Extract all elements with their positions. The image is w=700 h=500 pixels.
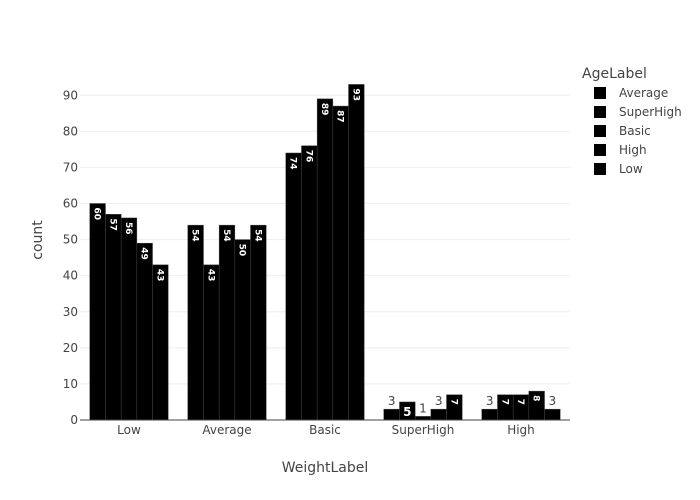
bar [481, 408, 498, 421]
data-label: 43 [154, 269, 164, 282]
bar [332, 105, 349, 421]
legend-item-label: Average [619, 86, 668, 100]
axes: 0 10 20 30 40 50 60 70 80 90 Low Average Basic SuperH… [63, 88, 570, 437]
x-tick-label: SuperHigh [392, 423, 455, 437]
legend: AgeLabel Average SuperHigh Basic High Low [582, 66, 682, 176]
data-label: 93 [350, 88, 360, 101]
bar [348, 84, 365, 421]
legend-swatch [594, 87, 606, 99]
data-label: 57 [107, 218, 117, 231]
data-label: 76 [303, 150, 313, 163]
data-label: 7 [499, 399, 509, 405]
data-label: 7 [448, 399, 458, 405]
data-label: 87 [335, 110, 345, 123]
data-label: 3 [549, 394, 557, 408]
bar [414, 416, 432, 421]
bar [250, 224, 267, 421]
x-tick-label: High [507, 423, 535, 437]
data-label: 7 [515, 399, 525, 405]
bar [316, 98, 334, 421]
y-tick-label: 40 [63, 269, 78, 283]
y-tick-label: 50 [63, 233, 78, 247]
legend-swatch [594, 144, 606, 156]
bar [203, 264, 220, 421]
bar [383, 408, 400, 421]
bar [285, 152, 302, 421]
data-label: 56 [123, 222, 133, 235]
x-axis-title: WeightLabel [282, 460, 369, 476]
bar [89, 203, 106, 421]
data-label: 89 [319, 103, 329, 116]
data-label: 3 [486, 394, 494, 408]
data-label: 54 [221, 229, 231, 242]
bar [120, 217, 138, 421]
data-label: 49 [139, 247, 149, 260]
bars [89, 84, 561, 421]
bar [301, 145, 318, 421]
legend-item-label: Low [619, 162, 643, 176]
data-label: 3 [435, 394, 443, 408]
bar [544, 408, 561, 421]
bar [234, 239, 251, 421]
data-label: 50 [237, 244, 247, 257]
data-label: 74 [288, 157, 298, 170]
legend-item-label: Basic [619, 124, 651, 138]
legend-title: AgeLabel [582, 66, 647, 82]
x-tick-label: Average [202, 423, 251, 437]
bar [105, 214, 122, 421]
bar [187, 224, 204, 421]
y-tick-label: 70 [63, 160, 78, 174]
legend-swatch [594, 125, 606, 137]
data-label: 1 [419, 401, 427, 415]
bar [136, 242, 153, 421]
data-label: 54 [190, 229, 200, 242]
legend-item-label: High [619, 143, 647, 157]
x-tick-label: Low [117, 423, 141, 437]
bar [152, 264, 169, 421]
y-tick-label: 20 [63, 341, 78, 355]
y-tick-label: 90 [63, 88, 78, 102]
legend-swatch [594, 163, 606, 175]
y-tick-label: 80 [63, 124, 78, 138]
y-tick-label: 30 [63, 305, 78, 319]
data-label: 60 [92, 208, 102, 221]
data-label: 5 [403, 405, 411, 419]
data-label: 43 [205, 269, 215, 282]
x-tick-label: Basic [309, 423, 341, 437]
data-label: 54 [252, 229, 262, 242]
bar [430, 408, 447, 421]
y-tick-label: 60 [63, 197, 78, 211]
y-tick-label: 0 [70, 413, 78, 427]
bar [218, 224, 236, 421]
legend-swatch [594, 106, 606, 118]
data-label: 3 [388, 394, 396, 408]
data-label: 8 [531, 395, 541, 401]
y-tick-label: 10 [63, 377, 78, 391]
y-axis-title: count [30, 220, 46, 260]
legend-item-label: SuperHigh [619, 105, 682, 119]
